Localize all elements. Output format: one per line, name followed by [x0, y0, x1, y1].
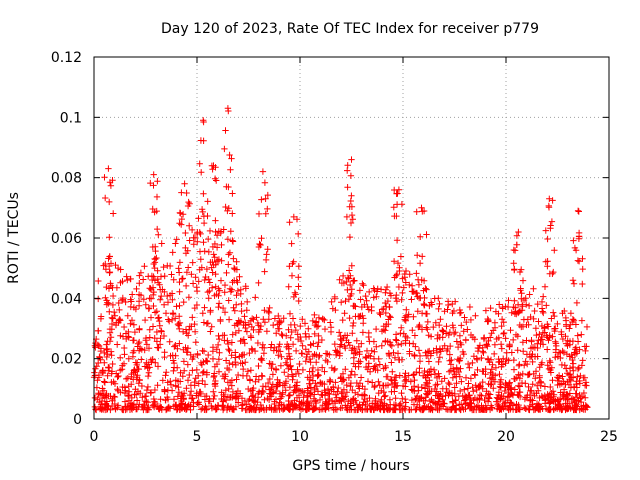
grid-lines [94, 57, 609, 419]
y-tick-label: 0.1 [60, 110, 82, 126]
roti-series-markers [90, 105, 591, 414]
x-tick-label: 5 [193, 429, 202, 445]
x-tick-label: 25 [600, 429, 618, 445]
x-tick-label: 20 [497, 429, 515, 445]
chart-title: Day 120 of 2023, Rate Of TEC Index for r… [161, 21, 539, 37]
x-tick-label: 15 [394, 429, 412, 445]
x-tick-label: 0 [90, 429, 99, 445]
x-axis-label: GPS time / hours [292, 458, 409, 474]
y-tick-label: 0.04 [51, 291, 82, 307]
y-tick-label: 0.06 [51, 231, 82, 247]
y-tick-label: 0.02 [51, 352, 82, 368]
plot-frame [93, 56, 610, 420]
y-tick-label: 0.12 [51, 50, 82, 66]
y-tick-label: 0 [73, 412, 82, 428]
x-tick-label: 10 [291, 429, 309, 445]
y-tick-label: 0.08 [51, 171, 82, 187]
y-axis-label: ROTI / TECUs [6, 192, 22, 284]
axis-ticks: 0 5 10 15 20 25 0 0.02 0.04 0.06 0.08 0.1 0.12 [51, 50, 618, 445]
data-points [90, 105, 591, 414]
